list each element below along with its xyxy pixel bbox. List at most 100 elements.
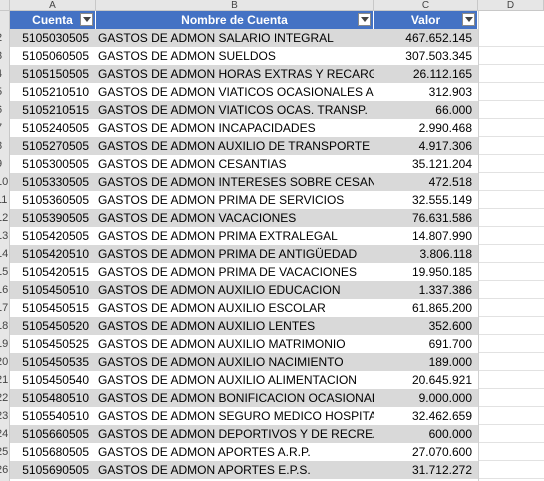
cell-cuenta[interactable]: 5105660505 [22,427,89,441]
row-number[interactable]: 3 [0,47,10,65]
cell-valor[interactable]: 20.645.921 [411,373,472,387]
row-number[interactable]: 6 [0,101,10,119]
cell-cuenta[interactable]: 5105210515 [22,103,89,117]
cell-valor[interactable]: 26.112.165 [412,67,472,81]
cell-valor[interactable]: 19.950.185 [411,265,472,279]
row-number[interactable]: 26 [0,464,9,476]
cell-nombre[interactable]: GASTOS DE ADMON AUXILIO EDUCACION [98,283,341,297]
cell-cuenta[interactable]: 5105030505 [22,31,89,45]
row-number[interactable]: 8 [0,137,10,155]
row-number[interactable]: 23 [0,410,9,422]
row-number[interactable]: 9 [0,155,10,173]
cell-valor[interactable]: 76.631.586 [411,211,472,225]
row-number[interactable]: 2 [0,29,10,47]
cell-nombre[interactable]: GASTOS DE ADMON VACACIONES [98,211,297,225]
cell-valor[interactable]: 307.503.345 [405,49,472,63]
cell-cuenta[interactable]: 5105270505 [22,139,89,153]
cell-valor[interactable]: 352.600 [428,319,472,333]
filter-dropdown-icon[interactable] [80,13,93,26]
column-d-empty[interactable] [478,11,544,481]
table-row[interactable]: 5105330505 GASTOS DE ADMON INTERESES SOBR… [10,173,478,191]
table-row[interactable]: 5105450540 GASTOS DE ADMON AUXILIO ALIMEN… [10,371,478,389]
cell-cuenta[interactable]: 5105450525 [22,337,89,351]
cell-valor[interactable]: 35.121.204 [411,157,472,171]
cell-nombre[interactable]: GASTOS DE ADMON AUXILIO ESCOLAR [98,301,326,315]
table-row[interactable]: 5105150505 GASTOS DE ADMON HORAS EXTRAS Y… [10,65,478,83]
row-number[interactable]: 19 [0,338,9,350]
cell-cuenta[interactable]: 5105450540 [22,373,89,387]
table-row[interactable]: 5105060505 GASTOS DE ADMON SUELDOS 307.503… [10,47,478,65]
column-header-b[interactable]: B [96,0,374,11]
table-row[interactable]: 5105450510 GASTOS DE ADMON AUXILIO EDUCAC… [10,281,478,299]
row-number[interactable]: 13 [0,230,9,242]
select-all-corner[interactable] [0,0,10,11]
filter-dropdown-icon[interactable] [358,13,371,26]
table-row[interactable]: 5105680505 GASTOS DE ADMON APORTES A.R.P.… [10,443,478,461]
cell-nombre[interactable]: GASTOS DE ADMON AUXILIO MATRIMONIO [98,337,346,351]
cell-nombre[interactable]: GASTOS DE ADMON INCAPACIDADES [98,121,316,135]
row-number[interactable]: 24 [0,428,9,440]
row-number[interactable]: 7 [0,119,10,137]
header-nombre[interactable]: Nombre de Cuenta [96,11,374,29]
row-number[interactable]: 12 [0,212,9,224]
table-row[interactable]: 5105300505 GASTOS DE ADMON CESANTIAS 35.12… [10,155,478,173]
cell-nombre[interactable]: GASTOS DE ADMON HORAS EXTRAS Y RECARGOS [98,67,374,81]
cell-valor[interactable]: 312.903 [428,85,472,99]
table-row[interactable]: 5105420505 GASTOS DE ADMON PRIMA EXTRALEG… [10,227,478,245]
cell-nombre[interactable]: GASTOS DE ADMON CESANTIAS [98,157,287,171]
table-row[interactable]: 5105450525 GASTOS DE ADMON AUXILIO MATRIM… [10,335,478,353]
cell-valor[interactable]: 2.990.468 [418,121,472,135]
table-row[interactable]: 5105450515 GASTOS DE ADMON AUXILIO ESCOLA… [10,299,478,317]
cell-nombre[interactable]: GASTOS DE ADMON AUXILIO ALIMENTACION [98,373,357,387]
cell-nombre[interactable]: GASTOS DE ADMON AUXILIO NACIMIENTO [98,355,344,369]
table-row[interactable]: 5105390505 GASTOS DE ADMON VACACIONES 76.6… [10,209,478,227]
cell-valor[interactable]: 1.337.386 [418,283,472,297]
cell-valor[interactable]: 4.917.306 [418,139,472,153]
row-number[interactable]: 14 [0,248,9,260]
cell-nombre[interactable]: GASTOS DE ADMON DEPORTIVOS Y DE RECREAC [98,427,374,441]
cell-valor[interactable]: 3.806.118 [419,247,473,261]
filter-dropdown-icon[interactable] [462,13,475,26]
cell-cuenta[interactable]: 5105420505 [22,229,89,243]
column-header-a[interactable]: A [10,0,96,11]
table-row[interactable]: 5105360505 GASTOS DE ADMON PRIMA DE SERVI… [10,191,478,209]
cell-valor[interactable]: 32.555.149 [411,193,472,207]
cell-nombre[interactable]: GASTOS DE ADMON SALARIO INTEGRAL [98,31,334,45]
header-cuenta[interactable]: Cuenta [10,11,96,29]
cell-valor[interactable]: 467.652.145 [405,31,472,45]
cell-nombre[interactable]: GASTOS DE ADMON APORTES E.P.S. [98,463,311,477]
cell-cuenta[interactable]: 5105450510 [22,283,89,297]
cell-cuenta[interactable]: 5105690505 [22,463,89,477]
table-row[interactable]: 5105240505 GASTOS DE ADMON INCAPACIDADES 2… [10,119,478,137]
table-row[interactable]: 5105450520 GASTOS DE ADMON AUXILIO LENTES… [10,317,478,335]
cell-valor[interactable]: 600.000 [428,427,472,441]
cell-valor[interactable]: 66.000 [435,103,472,117]
row-number[interactable]: 25 [0,446,9,458]
cell-cuenta[interactable]: 5105390505 [22,211,89,225]
table-row[interactable]: 5105420515 GASTOS DE ADMON PRIMA DE VACAC… [10,263,478,281]
row-number[interactable]: 18 [0,320,9,332]
column-header-c[interactable]: C [374,0,478,11]
cell-cuenta[interactable]: 5105680505 [22,445,89,459]
table-row[interactable]: 5105450535 GASTOS DE ADMON AUXILIO NACIMI… [10,353,478,371]
cell-cuenta[interactable]: 5105330505 [22,175,89,189]
row-number[interactable]: 10 [0,176,9,188]
cell-valor[interactable]: 691.700 [428,337,472,351]
cell-valor[interactable]: 31.712.272 [411,463,472,477]
row-number[interactable]: 17 [0,302,9,314]
cell-valor[interactable]: 14.807.990 [411,229,472,243]
cell-cuenta[interactable]: 5105420515 [22,265,89,279]
cell-cuenta[interactable]: 5105450515 [22,301,89,315]
cell-nombre[interactable]: GASTOS DE ADMON SUELDOS [98,49,276,63]
row-number[interactable]: 11 [0,194,8,206]
cell-valor[interactable]: 189.000 [428,355,472,369]
cell-nombre[interactable]: GASTOS DE ADMON SEGURO MEDICO HOSPITALI [98,409,374,423]
table-row[interactable]: 5105210510 GASTOS DE ADMON VIATICOS OCASI… [10,83,478,101]
row-number[interactable]: 16 [0,284,9,296]
table-row[interactable]: 5105540510 GASTOS DE ADMON SEGURO MEDICO … [10,407,478,425]
cell-valor[interactable]: 472.518 [428,175,472,189]
row-number[interactable]: 22 [0,392,9,404]
cell-nombre[interactable]: GASTOS DE ADMON PRIMA DE ANTIGÜEDAD [98,247,358,261]
cell-nombre[interactable]: GASTOS DE ADMON AUXILIO DE TRANSPORTE [98,139,371,153]
cell-cuenta[interactable]: 5105480510 [22,391,89,405]
